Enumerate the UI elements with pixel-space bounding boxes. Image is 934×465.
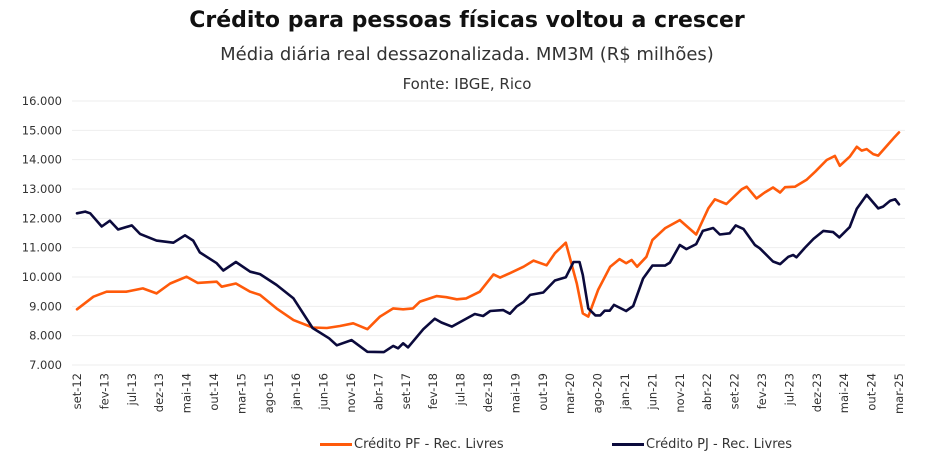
x-tick-label: fev-13 [97,373,111,409]
chart-subtitle: Média diária real dessazonalizada. MM3M … [220,44,714,65]
x-tick-label: nov-21 [673,373,687,413]
x-tick-label: mai-19 [508,373,522,413]
x-tick-label: jan-21 [618,373,632,410]
x-tick-label: jun-16 [317,373,331,411]
x-tick-label: out-24 [865,373,879,411]
x-tick-label: abr-22 [700,373,714,410]
legend-swatch-pj [612,443,644,446]
x-tick-label: jul-18 [454,373,468,406]
chart-title: Crédito para pessoas físicas voltou a cr… [189,8,745,33]
legend-item-pj: Crédito PJ - Rec. Livres [612,437,792,452]
x-tick-label: dez-18 [481,373,495,412]
x-tick-label: jul-23 [782,373,796,406]
chart-source: Fonte: IBGE, Rico [402,75,532,93]
x-tick-label: dez-13 [152,373,166,412]
x-tick-label: mai-24 [837,373,851,413]
x-tick-label: jun-21 [645,373,659,411]
series-line-credito-pj [75,193,901,354]
legend-item-pf: Crédito PF - Rec. Livres [320,437,504,452]
x-tick-label: set-17 [399,373,413,409]
x-tick-label: ago-20 [591,373,605,413]
y-tick-label: 8.000 [29,329,62,343]
legend-label-pf: Crédito PF - Rec. Livres [354,437,504,452]
x-tick-label: nov-16 [344,373,358,413]
y-tick-label: 9.000 [29,299,62,313]
x-tick-label: out-19 [536,373,550,411]
legend-label-pj: Crédito PJ - Rec. Livres [646,437,793,452]
y-tick-label: 14.000 [22,153,62,167]
y-tick-label: 13.000 [22,182,62,196]
y-tick-label: 12.000 [22,211,62,225]
x-tick-label: fev-18 [426,373,440,409]
x-tick-label: mar-25 [892,373,906,414]
x-tick-label: mai-14 [180,373,194,413]
x-tick-label: abr-17 [371,373,385,410]
x-tick-label: mar-20 [563,373,577,414]
x-tick-label: jul-13 [125,373,139,406]
y-tick-label: 16.000 [22,94,62,108]
series-line-credito-pf [75,131,901,331]
x-tick-label: jan-16 [289,373,303,410]
y-tick-label: 15.000 [22,123,62,137]
y-tick-label: 11.000 [22,241,62,255]
x-tick-label: set-22 [728,373,742,409]
y-tick-label: 7.000 [29,358,62,372]
x-tick-label: fev-23 [755,373,769,409]
x-tick-label: ago-15 [262,373,276,413]
y-tick-label: 10.000 [22,270,62,284]
x-tick-label: set-12 [70,373,84,409]
x-tick-label: out-14 [207,373,221,411]
legend-swatch-pf [320,443,352,446]
x-tick-label: mar-15 [234,373,248,414]
x-tick-label: dez-23 [810,373,824,412]
